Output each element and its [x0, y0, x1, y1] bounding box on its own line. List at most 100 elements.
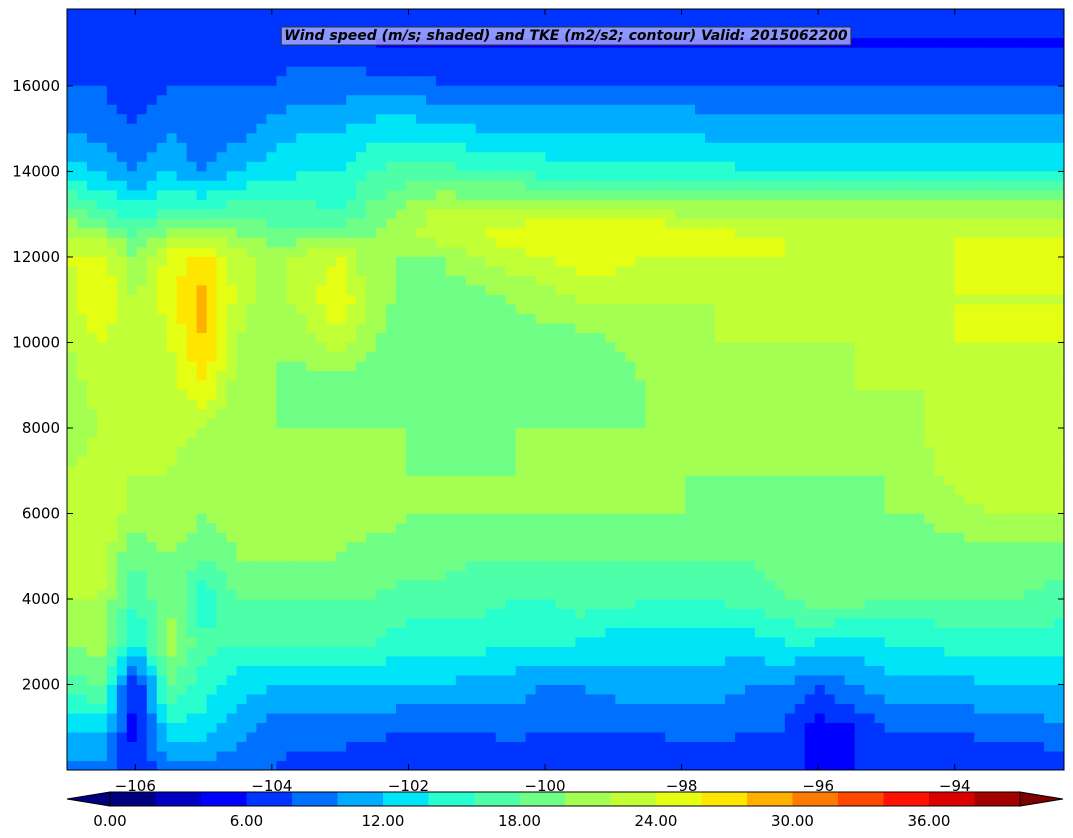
- heatmap-cell: [954, 418, 965, 429]
- heatmap-cell: [904, 522, 916, 533]
- heatmap-cell: [296, 503, 307, 514]
- heatmap-cell: [256, 503, 267, 514]
- heatmap-cell: [1024, 703, 1035, 714]
- heatmap-cell: [346, 294, 357, 305]
- heatmap-cell: [924, 589, 935, 600]
- heatmap-cell: [635, 741, 646, 752]
- heatmap-cell: [555, 494, 567, 505]
- heatmap-cell: [286, 351, 297, 362]
- heatmap-cell: [366, 360, 377, 372]
- heatmap-cell: [695, 322, 706, 334]
- heatmap-cell: [615, 456, 626, 467]
- heatmap-cell: [904, 427, 916, 438]
- heatmap-cell: [276, 760, 287, 770]
- heatmap-cell: [605, 703, 616, 714]
- heatmap-cell: [186, 570, 198, 581]
- heatmap-cell: [326, 541, 337, 552]
- heatmap-cell: [116, 322, 128, 334]
- heatmap-cell: [1004, 494, 1015, 505]
- heatmap-cell: [615, 503, 626, 514]
- heatmap-cell: [96, 731, 108, 743]
- heatmap-cell: [595, 484, 606, 495]
- heatmap-cell: [146, 541, 158, 552]
- heatmap-cell: [296, 446, 307, 457]
- heatmap-cell: [256, 712, 267, 724]
- heatmap-cell: [96, 589, 108, 600]
- heatmap-cell: [764, 294, 776, 305]
- heatmap-cell: [326, 294, 337, 305]
- heatmap-cell: [206, 399, 218, 410]
- heatmap-cell: [435, 418, 447, 429]
- heatmap-cell: [824, 655, 836, 666]
- heatmap-cell: [366, 332, 377, 343]
- heatmap-cell: [376, 712, 387, 724]
- heatmap-cell: [705, 655, 716, 666]
- heatmap-cell: [984, 522, 995, 533]
- heatmap-cell: [166, 532, 178, 543]
- heatmap-cell: [744, 475, 756, 486]
- heatmap-cell: [585, 570, 597, 581]
- heatmap-cell: [884, 684, 896, 695]
- heatmap-cell: [166, 570, 178, 581]
- heatmap-cell: [1024, 313, 1035, 324]
- heatmap-cell: [635, 636, 646, 647]
- heatmap-cell: [405, 360, 417, 372]
- heatmap-cell: [495, 446, 507, 457]
- heatmap-cell: [575, 475, 587, 486]
- heatmap-cell: [475, 484, 487, 495]
- heatmap-cell: [715, 750, 726, 762]
- heatmap-cell: [675, 646, 686, 657]
- heatmap-cell: [216, 570, 228, 581]
- heatmap-cell: [435, 332, 447, 343]
- heatmap-cell: [86, 494, 98, 505]
- heatmap-cell: [645, 418, 656, 429]
- heatmap-cell: [774, 570, 786, 581]
- heatmap-cell: [356, 532, 367, 543]
- heatmap-cell: [555, 532, 567, 543]
- heatmap-cell: [824, 579, 836, 590]
- heatmap-cell: [794, 322, 806, 334]
- heatmap-cell: [425, 646, 437, 657]
- heatmap-cell: [415, 551, 427, 562]
- heatmap-cell: [884, 341, 896, 353]
- heatmap-cell: [206, 351, 218, 362]
- heatmap-cell: [794, 294, 806, 305]
- heatmap-cell: [216, 693, 228, 705]
- heatmap-cell: [535, 655, 547, 666]
- heatmap-cell: [196, 579, 208, 590]
- heatmap-cell: [336, 703, 347, 714]
- heatmap-cell: [475, 541, 487, 552]
- heatmap-cell: [485, 693, 497, 705]
- heatmap-cell: [415, 475, 427, 486]
- heatmap-cell: [605, 484, 616, 495]
- heatmap-cell: [605, 731, 616, 743]
- heatmap-cell: [705, 551, 716, 562]
- heatmap-cell: [555, 655, 567, 666]
- heatmap-cell: [306, 503, 317, 514]
- heatmap-cell: [585, 684, 597, 695]
- heatmap-cell: [774, 303, 786, 314]
- heatmap-cell: [425, 351, 437, 362]
- heatmap-cell: [1034, 665, 1045, 676]
- heatmap-cell: [715, 617, 726, 628]
- heatmap-cell: [465, 370, 477, 381]
- heatmap-cell: [565, 627, 577, 638]
- heatmap-cell: [425, 313, 437, 324]
- heatmap-cell: [525, 712, 537, 724]
- heatmap-cell: [804, 379, 816, 391]
- heatmap-cell: [1004, 332, 1015, 343]
- heatmap-cell: [585, 408, 597, 419]
- heatmap-cell: [575, 322, 587, 334]
- heatmap-cell: [276, 503, 287, 514]
- heatmap-cell: [226, 570, 238, 581]
- heatmap-cell: [774, 674, 786, 685]
- heatmap-cell: [675, 570, 686, 581]
- heatmap-cell: [116, 760, 128, 770]
- heatmap-cell: [276, 684, 287, 695]
- heatmap-cell: [914, 408, 926, 419]
- heatmap-cell: [256, 399, 267, 410]
- heatmap-cell: [934, 427, 945, 438]
- heatmap-cell: [565, 437, 577, 448]
- heatmap-cell: [405, 703, 417, 714]
- heatmap-cell: [814, 636, 826, 647]
